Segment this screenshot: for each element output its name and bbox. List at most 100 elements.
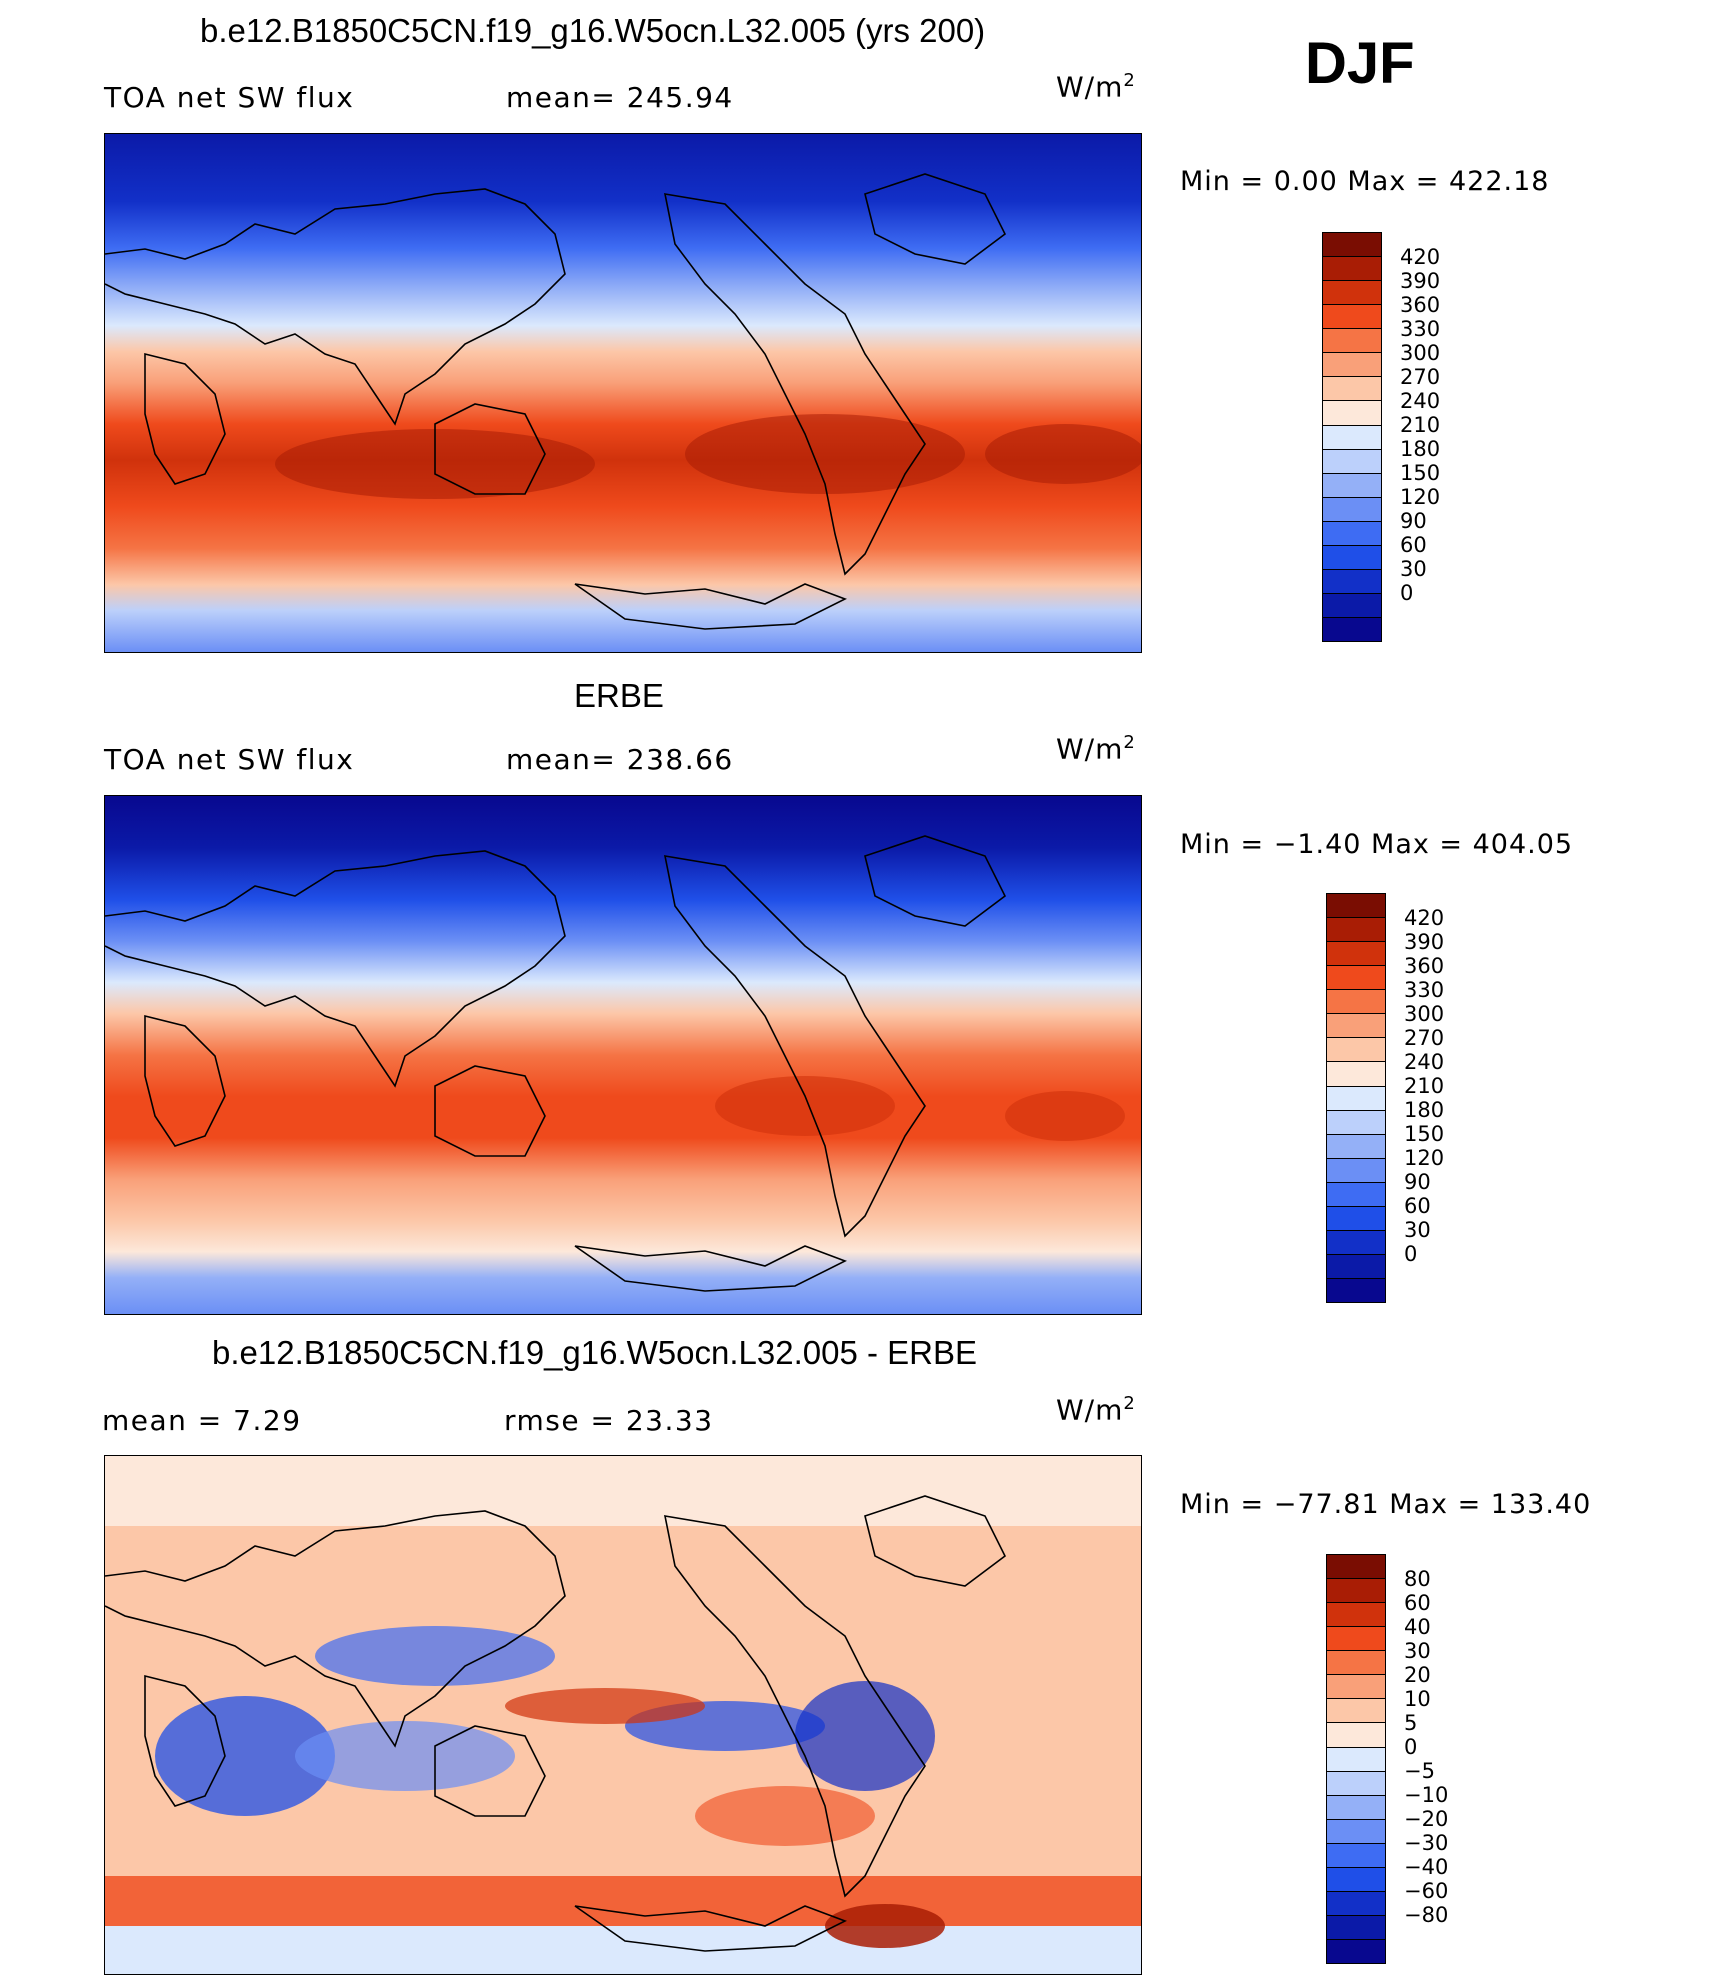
colorbar-swatch xyxy=(1327,1254,1385,1279)
colorbar-tick-label: 390 xyxy=(1400,269,1441,293)
colorbar-swatch xyxy=(1327,1230,1385,1255)
colorbar-swatch xyxy=(1327,1279,1385,1303)
colorbar-tick-label: −20 xyxy=(1404,1807,1449,1831)
colorbar-swatch xyxy=(1327,966,1385,991)
colorbar-tick-label: 300 xyxy=(1400,341,1441,365)
panel1-minmax: Min = 0.00 Max = 422.18 xyxy=(1180,166,1550,197)
panel2-atlantic-max xyxy=(1005,1091,1125,1141)
colorbar-tick-label: 360 xyxy=(1404,954,1445,978)
panel3-title: b.e12.B1850C5CN.f19_g16.W5ocn.L32.005 - … xyxy=(212,1334,977,1371)
panel2-units: W/m2 xyxy=(1056,732,1136,766)
colorbar-swatch xyxy=(1327,1940,1385,1964)
panel3-africa-negative xyxy=(155,1696,335,1816)
colorbar-tick-label: 420 xyxy=(1404,906,1445,930)
colorbar-swatch xyxy=(1323,353,1381,378)
colorbar-tick-label: 420 xyxy=(1400,245,1441,269)
colorbar-tick-label: −5 xyxy=(1404,1759,1435,1783)
colorbar-tick-label: 20 xyxy=(1404,1663,1431,1687)
panel1-map-svg xyxy=(105,134,1141,652)
colorbar-tick-label: −30 xyxy=(1404,1831,1449,1855)
panel3-samerica-negative xyxy=(795,1681,935,1791)
colorbar-tick-label: 240 xyxy=(1404,1050,1445,1074)
colorbar-swatch xyxy=(1327,1206,1385,1231)
panel3-pacific-positive xyxy=(505,1688,705,1724)
colorbar-swatch xyxy=(1327,1723,1385,1748)
colorbar-swatch xyxy=(1323,305,1381,330)
panel2-map xyxy=(104,795,1142,1315)
colorbar-tick-label: 0 xyxy=(1404,1242,1418,1266)
colorbar-tick-label: 60 xyxy=(1404,1591,1431,1615)
panel3-mean: mean = 7.29 xyxy=(102,1404,302,1437)
colorbar-swatch xyxy=(1327,1038,1385,1063)
colorbar-swatch xyxy=(1323,233,1381,258)
panel3-asia-negative xyxy=(315,1626,555,1686)
colorbar-tick-label: 240 xyxy=(1400,389,1441,413)
panel2-field-label: TOA net SW flux xyxy=(104,743,355,776)
colorbar-swatch xyxy=(1327,1843,1385,1868)
panel1-map xyxy=(104,133,1142,653)
colorbar-swatch xyxy=(1323,521,1381,546)
colorbar-tick-label: 0 xyxy=(1404,1735,1418,1759)
panel3-map-svg xyxy=(105,1456,1141,1974)
colorbar-tick-label: 0 xyxy=(1400,581,1414,605)
colorbar-tick-label: 210 xyxy=(1400,413,1441,437)
colorbar-tick-label: 150 xyxy=(1400,461,1441,485)
panel1-atlantic-max xyxy=(985,424,1141,484)
colorbar-swatch xyxy=(1327,1651,1385,1676)
colorbar-tick-label: 120 xyxy=(1400,485,1441,509)
colorbar-swatch xyxy=(1323,449,1381,474)
colorbar-swatch xyxy=(1323,401,1381,426)
colorbar-tick-label: 120 xyxy=(1404,1146,1445,1170)
colorbar-swatch xyxy=(1327,1014,1385,1039)
panel3-colorbar xyxy=(1326,1554,1386,1964)
panel3-antarctic-positive xyxy=(825,1904,945,1948)
colorbar-tick-label: 360 xyxy=(1400,293,1441,317)
colorbar-tick-label: −40 xyxy=(1404,1855,1449,1879)
panel1-units: W/m2 xyxy=(1056,70,1136,104)
colorbar-swatch xyxy=(1327,1675,1385,1700)
colorbar-tick-label: 390 xyxy=(1404,930,1445,954)
colorbar-swatch xyxy=(1323,497,1381,522)
colorbar-tick-label: 300 xyxy=(1404,1002,1445,1026)
colorbar-tick-label: 80 xyxy=(1404,1567,1431,1591)
colorbar-swatch xyxy=(1327,1699,1385,1724)
colorbar-swatch xyxy=(1327,1134,1385,1159)
colorbar-swatch xyxy=(1327,1182,1385,1207)
colorbar-tick-label: 270 xyxy=(1404,1026,1445,1050)
colorbar-tick-label: 40 xyxy=(1404,1615,1431,1639)
colorbar-swatch xyxy=(1327,1579,1385,1604)
colorbar-tick-label: 30 xyxy=(1400,557,1427,581)
colorbar-swatch xyxy=(1327,1086,1385,1111)
colorbar-tick-label: 30 xyxy=(1404,1218,1431,1242)
colorbar-swatch xyxy=(1323,545,1381,570)
panel3-coastlines xyxy=(105,1495,1007,1952)
colorbar-swatch xyxy=(1327,1555,1385,1580)
colorbar-tick-label: −80 xyxy=(1404,1903,1449,1927)
panel1-colorbar xyxy=(1322,232,1382,642)
colorbar-tick-label: −10 xyxy=(1404,1783,1449,1807)
colorbar-tick-label: 210 xyxy=(1404,1074,1445,1098)
colorbar-swatch xyxy=(1327,1819,1385,1844)
panel3-indian-negative xyxy=(295,1721,515,1791)
panel2-colorbar xyxy=(1326,893,1386,1303)
colorbar-swatch xyxy=(1327,1062,1385,1087)
colorbar-tick-label: 90 xyxy=(1400,509,1427,533)
panel3-map xyxy=(104,1455,1142,1975)
panel1-coastlines xyxy=(105,173,1007,630)
colorbar-swatch xyxy=(1327,1915,1385,1940)
panel2-minmax: Min = −1.40 Max = 404.05 xyxy=(1180,829,1574,860)
colorbar-swatch xyxy=(1327,894,1385,919)
colorbar-tick-label: 180 xyxy=(1400,437,1441,461)
colorbar-swatch xyxy=(1327,942,1385,967)
panel1-mean: mean= 245.94 xyxy=(506,81,734,114)
colorbar-swatch xyxy=(1323,569,1381,594)
colorbar-swatch xyxy=(1327,1867,1385,1892)
colorbar-swatch xyxy=(1327,1627,1385,1652)
colorbar-swatch xyxy=(1323,425,1381,450)
colorbar-swatch xyxy=(1327,1771,1385,1796)
panel2-map-svg xyxy=(105,796,1141,1314)
colorbar-tick-label: 60 xyxy=(1400,533,1427,557)
colorbar-swatch xyxy=(1327,1747,1385,1772)
panel3-spacific-positive xyxy=(695,1786,875,1846)
colorbar-swatch xyxy=(1327,1603,1385,1628)
